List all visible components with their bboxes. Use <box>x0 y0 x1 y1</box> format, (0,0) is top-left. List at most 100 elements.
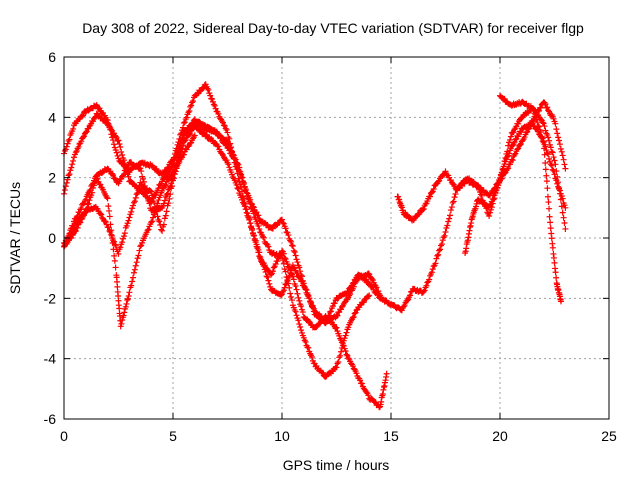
data-point <box>70 154 77 161</box>
data-point <box>260 263 267 270</box>
data-point <box>84 201 91 208</box>
data-point <box>368 283 375 290</box>
data-point <box>239 174 246 181</box>
data-point <box>134 190 141 197</box>
data-point <box>75 143 82 150</box>
data-point <box>94 175 101 182</box>
data-point <box>112 133 119 140</box>
data-point <box>130 269 137 276</box>
data-point <box>287 269 294 276</box>
data-point <box>117 244 124 251</box>
data-point <box>183 114 190 121</box>
data-point <box>558 148 565 155</box>
data-point <box>222 141 229 148</box>
data-point <box>110 137 117 144</box>
data-point <box>556 184 563 191</box>
data-point <box>266 280 273 287</box>
data-point <box>123 300 130 307</box>
data-point <box>153 204 160 211</box>
data-point <box>307 298 314 305</box>
data-point <box>292 252 299 259</box>
data-point <box>452 190 459 197</box>
data-points <box>61 81 569 411</box>
data-point <box>497 177 503 184</box>
data-point <box>140 178 147 185</box>
data-point <box>253 209 260 216</box>
data-point <box>432 260 439 267</box>
data-point <box>255 212 262 219</box>
data-point <box>541 123 548 130</box>
data-point <box>115 250 122 257</box>
data-point <box>546 205 553 212</box>
data-point <box>441 232 448 239</box>
data-point <box>345 355 352 362</box>
data-point <box>437 242 444 249</box>
data-point <box>254 243 261 250</box>
data-point <box>451 194 458 201</box>
data-point <box>130 202 137 209</box>
data-point <box>519 137 526 144</box>
data-point <box>291 249 298 256</box>
data-point <box>360 299 367 306</box>
y-tick-label: 4 <box>48 109 56 125</box>
data-point <box>552 161 559 168</box>
data-point <box>136 247 143 254</box>
data-point <box>97 210 104 217</box>
data-point <box>282 256 289 263</box>
data-point <box>363 389 370 396</box>
data-point <box>218 135 225 142</box>
data-point <box>154 200 161 207</box>
data-point <box>428 189 435 196</box>
data-point <box>209 98 216 105</box>
data-point <box>517 129 524 136</box>
data-point <box>147 187 154 194</box>
data-point <box>435 251 442 258</box>
data-point <box>366 292 373 299</box>
data-point <box>85 200 92 207</box>
data-point <box>478 192 485 199</box>
x-tick-label: 5 <box>169 428 177 444</box>
y-axis-label: SDTVAR / TECUs <box>7 182 23 294</box>
grid-lines <box>64 57 609 419</box>
data-point <box>169 183 176 190</box>
data-point <box>105 203 112 210</box>
data-point <box>163 192 170 199</box>
data-point <box>296 297 303 304</box>
data-point <box>226 147 233 154</box>
series-arc-5 <box>61 132 198 330</box>
x-tick-label: 0 <box>60 428 68 444</box>
data-point <box>292 282 299 289</box>
data-point <box>248 200 255 207</box>
data-point <box>112 264 119 271</box>
data-point <box>515 145 522 152</box>
data-point <box>449 199 456 206</box>
data-point <box>115 137 122 144</box>
data-point <box>416 210 423 217</box>
data-point <box>91 114 98 121</box>
data-point <box>438 241 445 248</box>
data-point <box>108 232 115 239</box>
data-point <box>545 107 552 114</box>
data-point <box>491 192 498 199</box>
data-point <box>74 219 81 226</box>
data-point <box>223 157 230 164</box>
data-point <box>331 300 338 307</box>
data-point <box>526 123 533 130</box>
data-point <box>66 171 73 178</box>
data-point <box>536 123 543 130</box>
data-point <box>140 175 147 182</box>
data-point <box>281 284 288 291</box>
data-point <box>112 242 119 249</box>
data-point <box>542 127 549 134</box>
data-point <box>428 269 435 276</box>
data-point <box>328 308 335 315</box>
data-point <box>437 246 444 253</box>
data-point <box>189 98 196 105</box>
data-point <box>78 205 85 212</box>
data-point <box>358 380 365 387</box>
data-point <box>131 198 138 205</box>
data-point <box>559 209 566 216</box>
data-point <box>293 312 300 319</box>
data-point <box>299 309 306 316</box>
